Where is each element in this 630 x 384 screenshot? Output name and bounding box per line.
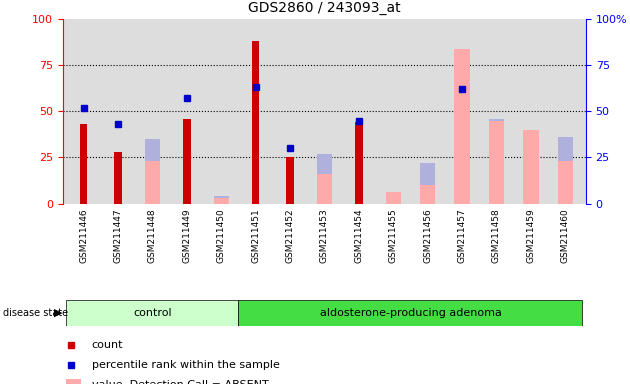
Bar — [420, 163, 435, 204]
Text: GSM211450: GSM211450 — [217, 209, 226, 263]
Text: GSM211448: GSM211448 — [148, 209, 157, 263]
Text: GSM211454: GSM211454 — [354, 209, 364, 263]
Bar — [558, 137, 573, 204]
Text: ▶: ▶ — [54, 308, 62, 318]
Bar — [355, 122, 363, 204]
Text: GSM211452: GSM211452 — [285, 209, 295, 263]
Bar — [558, 161, 573, 204]
Text: disease state: disease state — [3, 308, 68, 318]
Bar — [214, 198, 229, 204]
Bar — [66, 379, 81, 384]
Text: GSM211447: GSM211447 — [113, 209, 123, 263]
Text: aldosterone-producing adenoma: aldosterone-producing adenoma — [319, 308, 501, 318]
Text: GSM211459: GSM211459 — [526, 209, 536, 263]
Bar — [489, 121, 504, 204]
Text: GSM211458: GSM211458 — [492, 209, 501, 263]
Bar — [386, 192, 401, 204]
Bar — [523, 139, 539, 204]
Bar — [420, 185, 435, 204]
Text: control: control — [133, 308, 172, 318]
Text: GSM211456: GSM211456 — [423, 209, 432, 263]
Bar — [145, 139, 160, 204]
Bar — [252, 41, 260, 204]
Bar — [145, 161, 160, 204]
Bar — [238, 300, 583, 326]
Text: GSM211453: GSM211453 — [320, 209, 329, 263]
Bar — [114, 152, 122, 204]
Bar — [183, 119, 191, 204]
Text: GSM211460: GSM211460 — [561, 209, 570, 263]
Bar — [489, 119, 504, 204]
Text: percentile rank within the sample: percentile rank within the sample — [92, 360, 280, 370]
Text: GSM211446: GSM211446 — [79, 209, 88, 263]
Bar — [80, 124, 88, 204]
Bar — [214, 196, 229, 204]
Text: GSM211451: GSM211451 — [251, 209, 260, 263]
Bar — [386, 192, 401, 204]
Text: GSM211449: GSM211449 — [182, 209, 192, 263]
Text: count: count — [92, 340, 123, 350]
Bar — [286, 157, 294, 204]
Bar — [66, 300, 238, 326]
Text: GSM211457: GSM211457 — [457, 209, 467, 263]
Bar — [317, 154, 332, 204]
Text: GSM211455: GSM211455 — [389, 209, 398, 263]
Bar — [317, 174, 332, 204]
Text: value, Detection Call = ABSENT: value, Detection Call = ABSENT — [92, 380, 268, 384]
Title: GDS2860 / 243093_at: GDS2860 / 243093_at — [248, 2, 401, 15]
Bar — [454, 49, 470, 204]
Bar — [523, 130, 539, 204]
